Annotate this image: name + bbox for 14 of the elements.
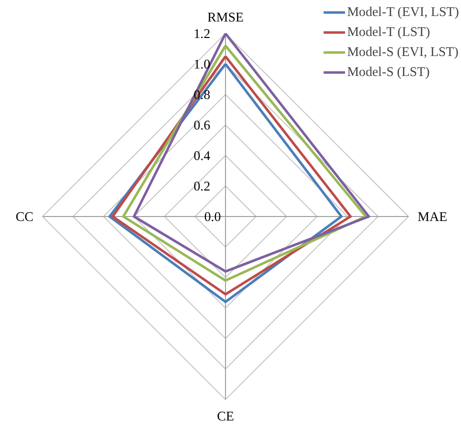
y-tick-label: 0.4 (194, 148, 211, 163)
spoke-label: CE (216, 408, 234, 424)
y-tick-label: 0.6 (194, 118, 211, 132)
legend-label: Model-T (EVI, LST) (347, 4, 459, 20)
y-tick-label: 1.2 (194, 26, 210, 41)
y-tick-label: 0.0 (204, 209, 222, 224)
y-tick-label: 1.0 (194, 56, 211, 72)
legend-label: Model-S (EVI, LST) (347, 44, 458, 60)
y-tick-label: 0.2 (194, 178, 210, 194)
legend-label: Model-T (LST) (347, 24, 430, 40)
legend-label: Model-S (LST) (347, 64, 430, 80)
spoke-label: CC (16, 209, 34, 224)
spoke-label: RMSE (207, 9, 244, 24)
spoke-label: MAE (418, 209, 448, 224)
